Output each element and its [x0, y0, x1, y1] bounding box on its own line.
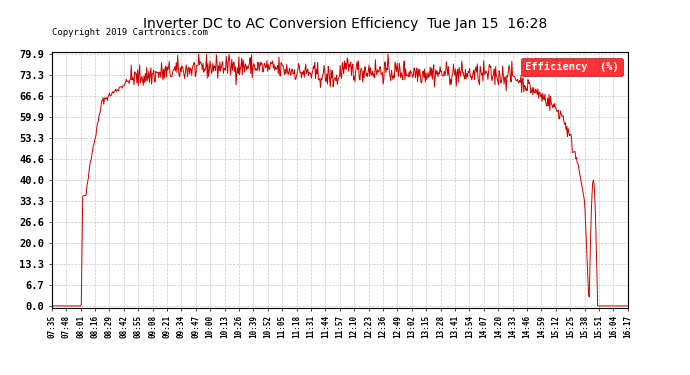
Text: Copyright 2019 Cartronics.com: Copyright 2019 Cartronics.com [52, 28, 208, 37]
Text: Inverter DC to AC Conversion Efficiency  Tue Jan 15  16:28: Inverter DC to AC Conversion Efficiency … [143, 17, 547, 31]
Legend: Efficiency  (%): Efficiency (%) [521, 58, 622, 76]
